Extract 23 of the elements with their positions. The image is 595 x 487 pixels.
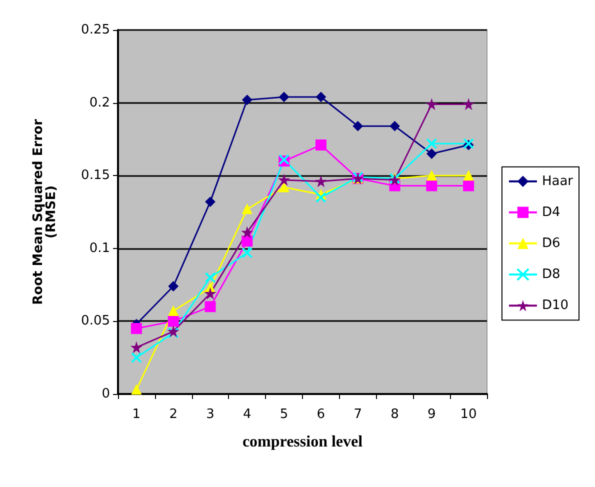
- y-tick-label: 0.1: [89, 240, 110, 256]
- x-tick-label: 4: [243, 407, 252, 422]
- y-tick-label: 0.25: [81, 22, 110, 38]
- x-tick-label: 7: [354, 407, 362, 422]
- x-tick-label: 5: [280, 407, 288, 422]
- legend-label: Haar: [542, 174, 574, 189]
- legend-label: D8: [542, 267, 560, 282]
- y-tick-label: 0.15: [81, 168, 110, 184]
- x-tick-label: 2: [169, 407, 178, 422]
- x-tick-label: 1: [132, 407, 141, 422]
- x-tick-label: 10: [460, 407, 477, 422]
- legend-label: D10: [542, 298, 569, 314]
- legend-label: D6: [542, 236, 560, 251]
- x-tick-label: 9: [428, 407, 436, 422]
- x-tick-label: 6: [316, 407, 326, 422]
- y-tick-label: 0: [102, 386, 110, 402]
- x-tick-label: 3: [206, 407, 214, 422]
- x-tick-label: 8: [390, 407, 399, 422]
- y-tick-label: 0.05: [81, 314, 110, 329]
- x-axis-title: compression level: [242, 434, 364, 450]
- y-tick-label: 0.2: [89, 95, 110, 110]
- legend-label: D4: [542, 204, 560, 220]
- y-axis-title: Root Mean Squared Error (RMSE): [31, 118, 59, 305]
